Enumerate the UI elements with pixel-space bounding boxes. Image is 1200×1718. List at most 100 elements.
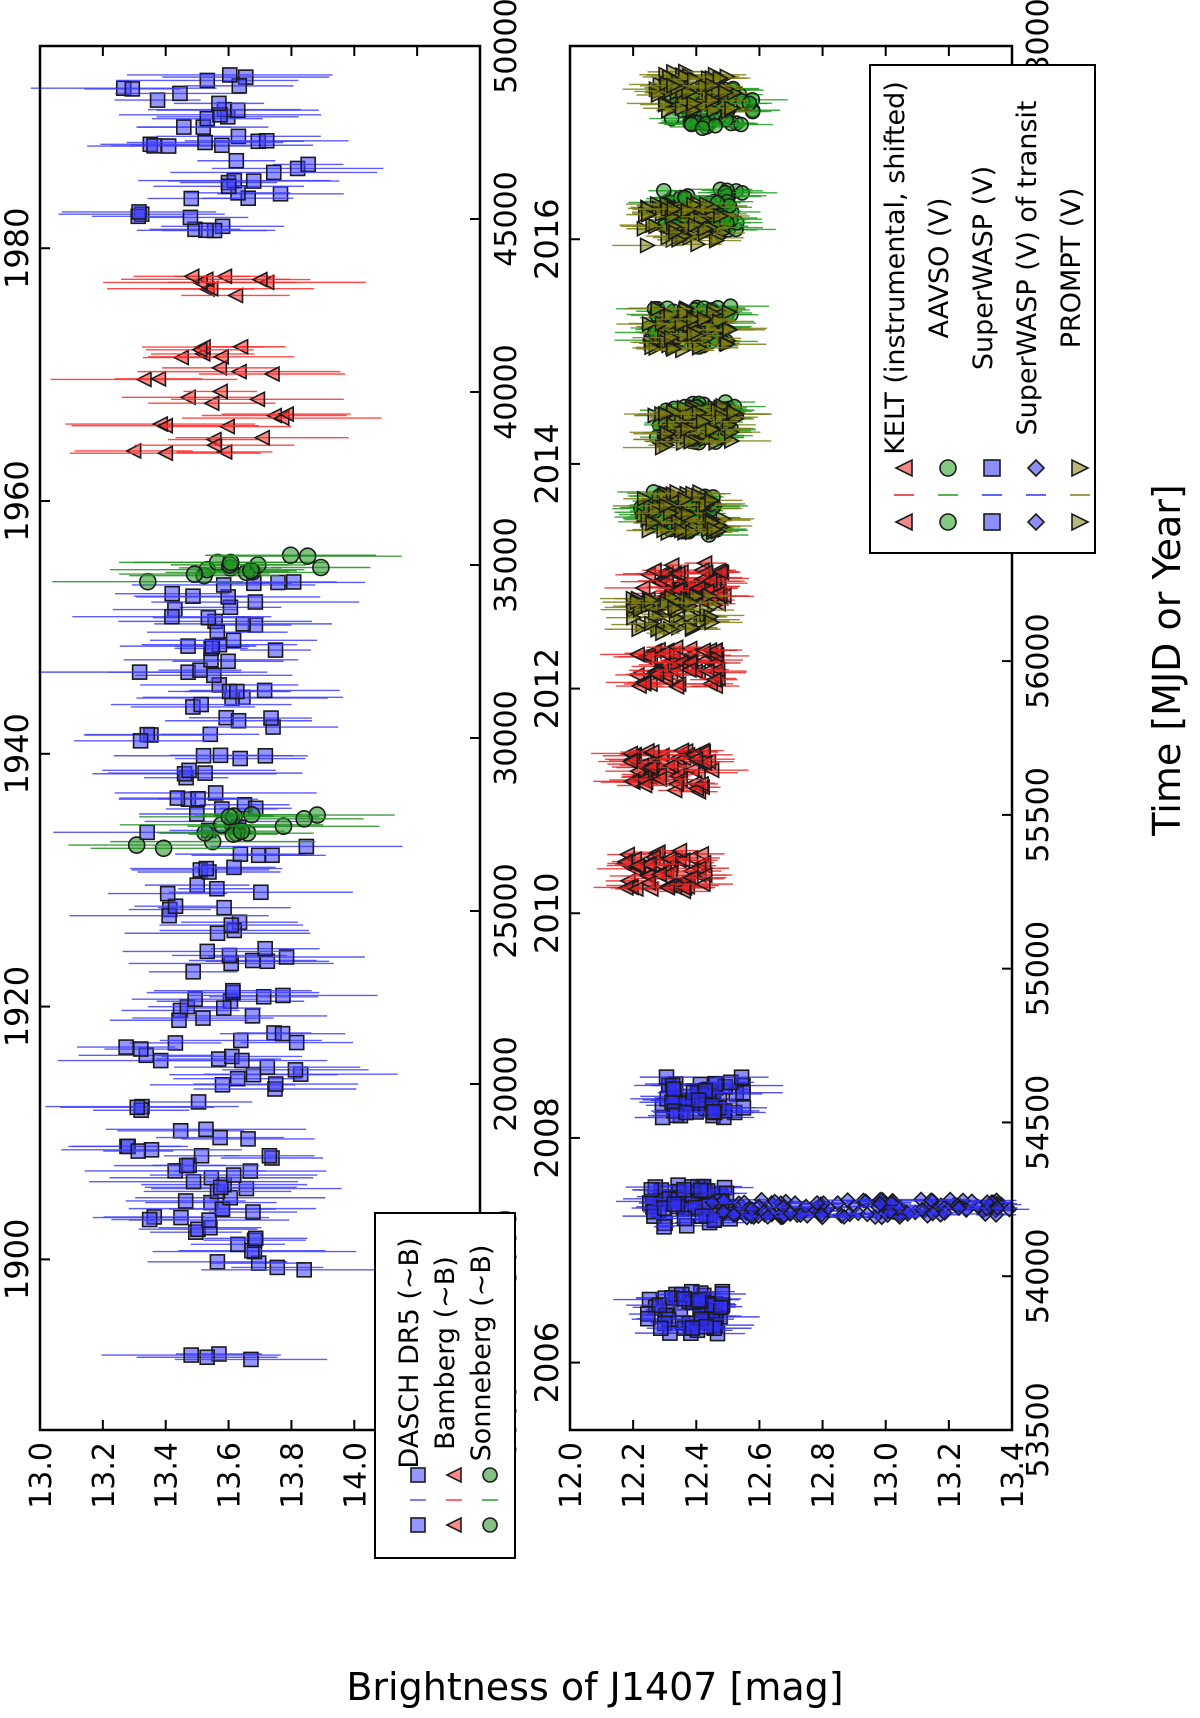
mag-tick-label: 14.0 [338, 1442, 373, 1509]
data-point [189, 877, 206, 893]
data-point [226, 287, 244, 304]
data-point [666, 1196, 683, 1213]
data-point [278, 949, 295, 965]
year-tick-label: 1960 [0, 460, 36, 541]
data-point [655, 624, 672, 642]
data-point [172, 85, 188, 102]
data-point [733, 116, 749, 133]
legend-marker [1026, 458, 1046, 478]
legend-marker [983, 459, 1001, 477]
legend-marker [939, 459, 957, 477]
data-point [640, 206, 658, 223]
data-point [198, 860, 215, 877]
data-point [681, 849, 699, 867]
data-layer [30, 63, 1030, 1368]
data-point [197, 134, 213, 151]
data-point [220, 807, 239, 826]
data-point [245, 173, 262, 189]
series-superwasp-transit [692, 1191, 1030, 1226]
data-point [212, 1179, 229, 1196]
year-tick-label: 1980 [0, 208, 36, 289]
data-point [643, 1181, 660, 1198]
axes-layer: 13.013.213.413.613.814.014.214.410000150… [0, 0, 1056, 1509]
legend-marker [894, 458, 913, 478]
data-point [668, 223, 685, 241]
mag-tick-label: 13.6 [213, 1442, 248, 1509]
data-point [225, 982, 241, 999]
legend-kelt-label: KELT (instrumental, shifted) [880, 81, 911, 455]
data-point [245, 1204, 261, 1220]
data-point [712, 69, 730, 87]
data-point [298, 547, 317, 565]
series-bamberg [50, 268, 382, 462]
data-point [204, 638, 221, 655]
legend-sonneberg-label: Sonneberg (~B) [466, 1245, 497, 1462]
data-point [209, 624, 226, 640]
data-point [156, 417, 174, 435]
data-point [230, 1236, 246, 1253]
data-point [221, 947, 238, 964]
data-point [662, 757, 679, 774]
data-point [657, 572, 674, 590]
data-point [659, 850, 677, 867]
data-point [209, 1254, 226, 1270]
data-point [667, 663, 684, 680]
data-point [195, 1010, 211, 1026]
legend-bamberg-label: Bamberg (~B) [430, 1256, 461, 1450]
data-point [127, 836, 146, 854]
data-point [197, 765, 213, 781]
data-point [253, 884, 269, 901]
data-point [212, 348, 229, 366]
data-point [225, 632, 242, 649]
data-point [198, 1121, 214, 1138]
data-point [223, 917, 240, 933]
data-point [682, 869, 699, 886]
data-point [666, 340, 683, 358]
data-point [199, 943, 216, 960]
data-point [681, 84, 698, 101]
data-point [118, 1039, 134, 1055]
data-point [680, 202, 698, 219]
data-point [677, 491, 695, 508]
data-point [232, 822, 251, 840]
series-aavso [612, 78, 788, 543]
data-point [267, 642, 284, 658]
year-tick-label: 2008 [528, 1097, 566, 1178]
series-sonneberg [52, 546, 402, 858]
data-point [149, 92, 166, 108]
mag-tick-label: 13.8 [275, 1442, 310, 1509]
data-point [697, 310, 714, 328]
data-point [645, 514, 662, 532]
data-point [259, 1059, 276, 1075]
data-point [694, 743, 712, 761]
data-point [185, 565, 204, 583]
data-point [182, 268, 200, 285]
data-point [229, 102, 246, 118]
data-point [694, 642, 712, 659]
data-point [185, 964, 201, 980]
legend-marker [410, 1467, 426, 1483]
mjd-tick-label: 35000 [489, 517, 524, 612]
data-point [680, 661, 697, 679]
data-point [190, 790, 206, 807]
legend-marker [1071, 512, 1090, 532]
data-point [228, 152, 245, 169]
mag-tick-label: 12.0 [554, 1442, 589, 1509]
mag-tick-label: 12.2 [617, 1442, 652, 1509]
data-point [221, 553, 240, 572]
data-point [176, 119, 192, 135]
data-point [274, 817, 293, 836]
legend-marker [482, 1517, 498, 1533]
data-point [704, 492, 721, 509]
data-point [950, 1200, 967, 1217]
data-point [674, 315, 692, 333]
data-point [199, 110, 216, 127]
data-point [167, 1035, 184, 1051]
legend-marker [1071, 458, 1090, 478]
legend-prompt-label: PROMPT (V) [1056, 188, 1087, 348]
data-point [721, 303, 739, 321]
data-point [639, 237, 657, 254]
data-point [277, 405, 295, 423]
data-point [650, 300, 667, 317]
data-point [183, 1347, 199, 1363]
